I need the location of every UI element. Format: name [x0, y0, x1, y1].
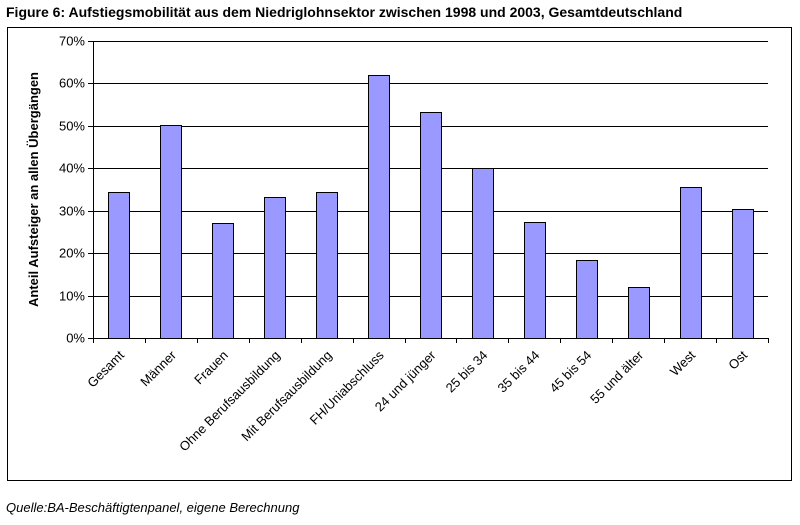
axes — [88, 41, 769, 343]
y-tick-label: 20% — [59, 246, 85, 261]
chart-frame: 0% 10% 20% 30% 40% 50% 60% 70% Gesamt Männer Frau… — [7, 27, 792, 481]
bar — [368, 75, 390, 339]
x-category-label: Ohne Berufsausbildung — [176, 348, 283, 455]
figure-title: Figure 6: Aufstiegsmobilität aus dem Nie… — [6, 4, 683, 20]
bar — [212, 223, 234, 339]
bar — [160, 125, 182, 339]
bar — [108, 192, 130, 339]
x-category-label: 35 bis 44 — [495, 348, 543, 396]
x-category-label: West — [667, 347, 699, 379]
bar-chart: 0% 10% 20% 30% 40% 50% 60% 70% Gesamt Männer Frau… — [26, 34, 769, 454]
bar — [420, 112, 442, 339]
bar — [316, 192, 338, 339]
x-category-label: Ost — [725, 347, 750, 372]
y-tick-labels: 0% 10% 20% 30% 40% 50% 60% 70% — [59, 34, 85, 346]
source-note: Quelle:BA-Beschäftigtenpanel, eigene Ber… — [6, 500, 300, 515]
x-category-label: Frauen — [191, 348, 231, 388]
bar — [732, 209, 754, 339]
x-category-label: 55 und älter — [587, 347, 647, 407]
bar — [264, 197, 286, 339]
y-tick-label: 70% — [59, 34, 85, 49]
bar — [524, 222, 546, 339]
y-tick-label: 60% — [59, 76, 85, 91]
bar — [628, 287, 650, 339]
x-category-label: Männer — [137, 347, 179, 389]
x-category-label: Mit Berufsausbildung — [238, 348, 334, 444]
bars — [108, 75, 754, 339]
y-tick-label: 40% — [59, 161, 85, 176]
x-category-label: 45 bis 54 — [546, 348, 594, 396]
x-category-label: Gesamt — [84, 347, 127, 390]
y-tick-label: 30% — [59, 204, 85, 219]
y-tick-label: 10% — [59, 289, 85, 304]
bar — [576, 260, 598, 339]
y-tick-label: 50% — [59, 119, 85, 134]
y-axis-title: Anteil Aufsteiger an allen Übergängen — [26, 72, 41, 307]
bar — [472, 168, 494, 339]
bar — [680, 187, 702, 339]
y-tick-label: 0% — [66, 331, 85, 346]
x-category-label: 25 bis 34 — [443, 348, 491, 396]
